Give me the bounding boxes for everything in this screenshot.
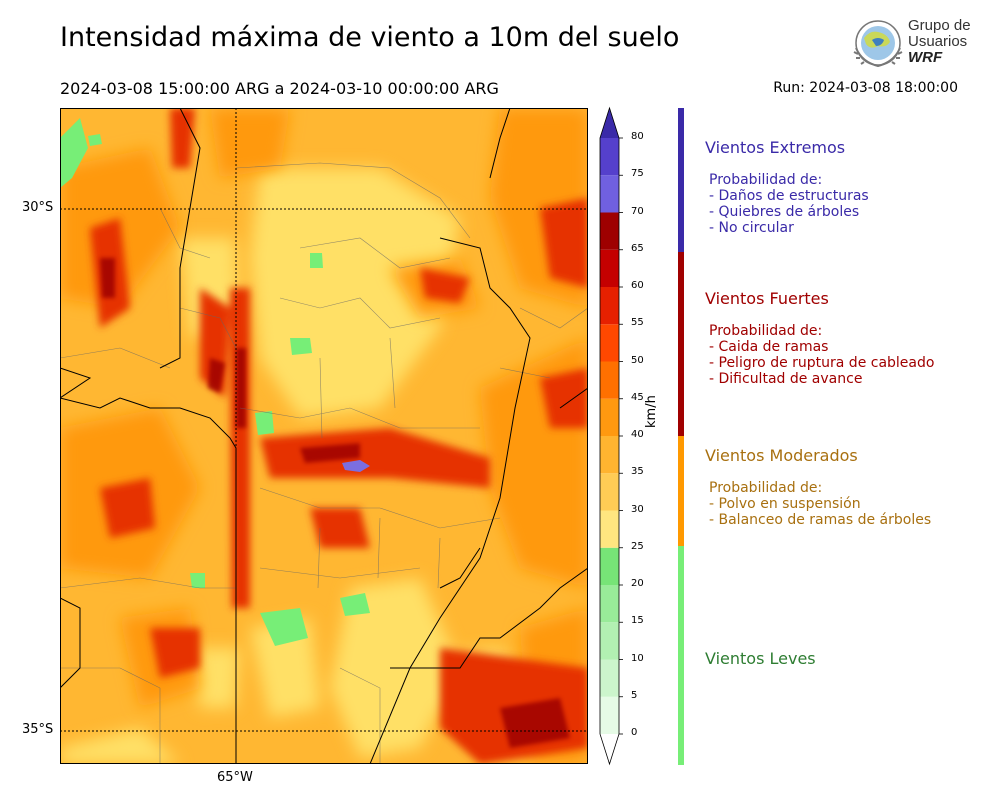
wind-map [60,108,588,764]
forecast-period: 2024-03-08 15:00:00 ARG a 2024-03-10 00:… [60,79,499,98]
colorbar-extend-min [600,734,619,764]
colorbar-level-45-50 [600,361,619,399]
colorbar-level-70-75 [600,175,619,213]
colorbar-extend-max [600,108,619,138]
very-strong-zones [100,258,570,748]
colorbar-tick-label: 25 [631,540,644,552]
colorbar-tick-label: 80 [631,131,644,142]
desc-line: Probabilidad de: [709,323,823,339]
category-bar-leves [678,546,684,765]
colorbar-tick-label: 0 [631,727,638,738]
colorbar-level-55-60 [600,287,619,325]
colorbar-level-15-20 [600,585,619,623]
category-desc-extremos: Probabilidad de: - Daños de estructuras … [709,172,869,236]
desc-line: Probabilidad de: [709,480,823,496]
category-title-moderados: Vientos Moderados [705,446,858,465]
desc-line: - Balanceo de ramas de árboles [709,512,932,528]
colorbar-level-75-80 [600,138,619,176]
run-time: Run: 2024-03-08 18:00:00 [773,80,958,96]
grupo-usuarios-wrf-logo [853,20,903,68]
desc-line: - Polvo en suspensión [709,496,861,512]
colorbar-tick-label: 55 [631,317,644,329]
colorbar-tick-label: 15 [631,615,644,627]
logo-text: Grupo de Usuarios WRF [908,18,971,66]
category-desc-fuertes: Probabilidad de: - Caida de ramas - Peli… [709,323,934,387]
colorbar-tick-label: 50 [631,354,644,366]
colorbar-tick-label: 70 [631,205,644,217]
light-wind-zones [60,118,370,646]
extreme-wind-spot [342,460,370,472]
border-ne-segment [159,108,531,764]
map-frame [60,108,588,764]
colorbar-unit-label: km/h [644,395,659,428]
colorbar-tick-label: 35 [631,466,644,478]
colorbar-tick-label: 30 [631,503,644,515]
lon-label-65w: 65°W [217,770,253,785]
lat-label-35s: 35°S [22,722,54,737]
province-boundaries [60,162,588,764]
graticule [60,108,588,764]
category-color-bar [678,108,684,765]
colorbar-tick-label: 65 [631,242,644,254]
category-bar-fuertes [678,252,684,436]
colorbar-tick-label: 5 [631,689,638,701]
category-bar-extremos [678,108,684,252]
category-desc-moderados: Probabilidad de: - Polvo en suspensión -… [709,480,931,528]
country-borders [60,108,588,764]
colorbar-level-40-45 [600,398,619,436]
colorbar-tick-label: 20 [631,578,644,589]
desc-line: - No circular [709,220,794,236]
colorbar-level-50-55 [600,324,619,362]
desc-line: - Quiebres de árboles [709,204,860,220]
map-title: Intensidad máxima de viento a 10m del su… [60,22,680,53]
category-bar-moderados [678,436,684,546]
desc-line: - Peligro de ruptura de cableado [709,355,935,371]
colorbar-level-10-15 [600,622,619,660]
colorbar-level-30-35 [600,473,619,511]
lat-label-30s: 30°S [22,200,54,215]
desc-line: - Daños de estructuras [709,188,869,204]
category-title-fuertes: Vientos Fuertes [705,289,829,308]
desc-line: Probabilidad de: [709,172,823,188]
colorbar-tick-label: 45 [631,391,644,403]
globe-icon [853,20,903,68]
category-title-extremos: Vientos Extremos [705,138,846,157]
desc-line: - Caida de ramas [709,339,829,355]
border-province-e [439,108,588,589]
desc-line: - Dificultad de avance [709,371,863,387]
colorbar-tick-label: 10 [631,652,644,664]
colorbar [599,106,623,766]
border-sw-segment [60,567,588,689]
colorbar-level-25-30 [600,510,619,548]
logo-line-2: Usuarios [908,33,968,50]
colorbar-level-5-10 [600,659,619,697]
colorbar-tick-label: 75 [631,168,644,180]
colorbar-tick-label: 40 [631,429,644,440]
colorbar-tick-label: 60 [631,280,644,291]
category-title-leves: Vientos Leves [705,649,816,668]
colorbar-level-20-25 [600,547,619,585]
border-argentina-chile [60,367,237,764]
logo-line-3: WRF [908,49,943,66]
colorbar-level-35-40 [600,436,619,474]
colorbar-level-65-70 [600,212,619,250]
colorbar-level-60-65 [600,249,619,287]
colorbar-level-0-5 [600,696,619,734]
logo-line-1: Grupo de [908,17,971,34]
